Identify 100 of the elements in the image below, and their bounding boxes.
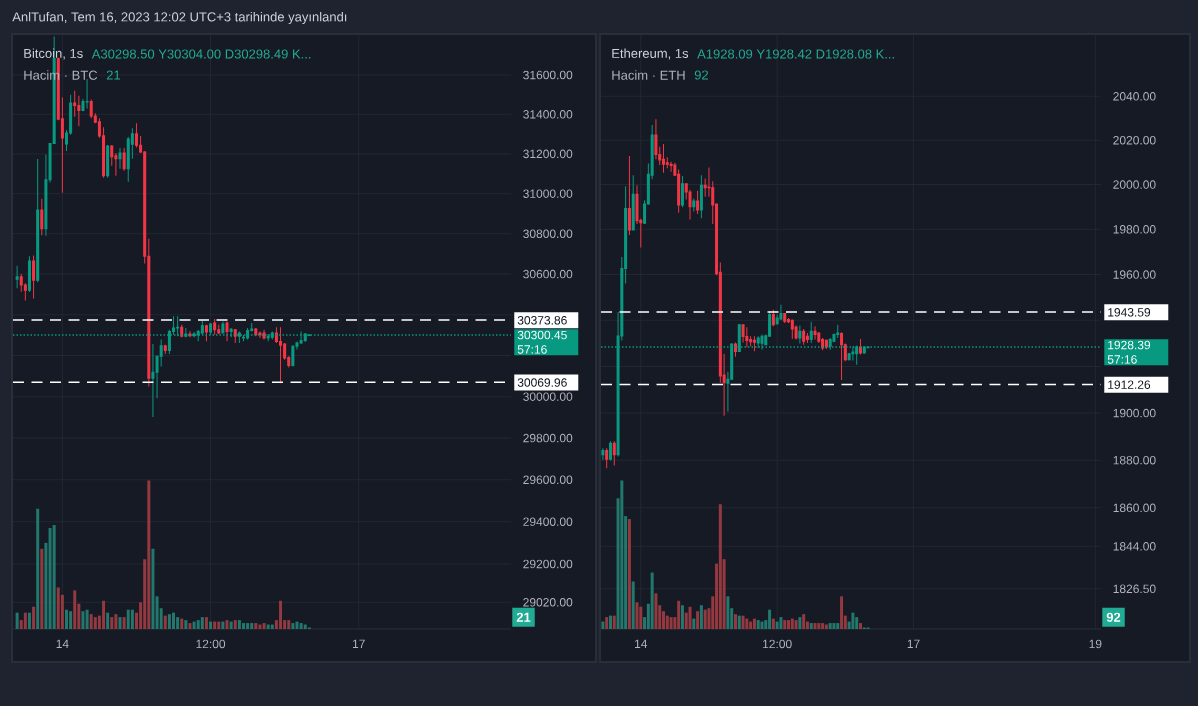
bar [669,617,673,629]
bar [828,623,832,629]
candlestick [783,312,787,324]
candlestick [840,331,844,381]
bar [696,611,700,629]
bar [677,600,681,629]
candlestick [627,155,631,236]
bar [855,617,859,629]
y-tick-label: 31400.00 [523,110,573,119]
bar [254,623,258,629]
bar [733,614,737,629]
bar [745,618,749,629]
y-tick-label: 2020.00 [1113,136,1156,145]
bar [851,612,855,629]
candlestick [669,161,673,173]
bar [266,624,270,629]
bar [15,612,19,629]
x-tick-label: 12:00 [763,639,792,649]
bar [703,609,707,629]
candlestick [802,328,806,346]
bar [654,593,658,629]
candlestick [779,304,783,321]
candlestick [612,440,616,466]
bar [246,623,250,629]
ref-line-label: 1943.59 [1108,308,1151,317]
bar [188,623,192,629]
text: AnlTufan, Tem 16, 2023 12:02 UTC+3 tarihinde yayınlandı [12,11,347,25]
candlestick [662,143,666,174]
bar [196,620,200,629]
bar [213,621,217,629]
bar [858,623,862,629]
y-tick-label: 1860.00 [1113,503,1156,513]
candlestick [605,447,609,469]
bar [836,623,840,629]
candlestick [680,175,684,208]
ref-line-label: 30069.96 [517,378,567,387]
bar [749,621,753,629]
bar [287,620,291,629]
bar [209,621,213,629]
y-tick-label: 2040.00 [1113,92,1156,101]
bar [233,620,237,629]
y-tick-label: 31000.00 [523,189,573,198]
candlestick [745,326,749,348]
bar [726,596,730,629]
y-tick-label: 1960.00 [1113,270,1156,279]
bar [221,621,225,629]
candlestick [692,197,696,213]
bar [790,618,794,629]
chart-title: Hacim · ETH [612,70,685,80]
y-tick-label: 29020.00 [523,598,573,607]
y-tick-label: 29200.00 [523,559,573,569]
y-tick-label: 31600.00 [523,70,573,80]
bar [241,623,245,629]
bar [771,618,775,629]
ref-line-label: 1928.39 57:16 [1107,340,1151,364]
bar [824,624,828,629]
ref-line-label: 30300.45 57:16 [517,330,567,354]
bar [821,623,825,629]
bar [817,623,821,629]
bar [802,614,806,629]
bar [295,621,299,629]
x-tick-label: 14 [56,639,69,648]
bar [775,621,779,629]
bar [650,572,654,629]
y-tick-label: 1880.00 [1113,455,1156,465]
bar [605,617,609,629]
x-tick-label: 19 [1089,639,1102,649]
candlestick [798,325,802,345]
y-tick-label: 1826.50 [1113,584,1156,594]
bar [270,624,274,629]
text: Ethereum, 1s [612,48,689,60]
x-tick-label: 17 [352,639,365,648]
bar [184,620,188,629]
x-tick-label: 14 [635,639,648,648]
bar [303,624,307,629]
bar [798,617,802,629]
bar [612,615,616,629]
candlestick [805,332,809,344]
bar [192,621,196,629]
bar [756,620,760,629]
candlestick [813,325,817,341]
bar [299,623,303,629]
bar [779,617,783,629]
bar [813,623,817,629]
candlestick [696,190,700,215]
y-tick-label: 29800.00 [523,433,573,443]
candlestick [809,321,813,344]
bar [752,618,756,629]
candlestick [741,324,745,344]
y-tick-label: 30600.00 [523,269,573,279]
bar [741,615,745,629]
bar [229,621,233,629]
bar [237,620,241,629]
bar [760,621,764,629]
candlestick [858,338,862,356]
bar [250,623,254,629]
y-tick-label: 30800.00 [523,229,573,239]
bar [794,620,798,629]
bar [832,623,836,629]
bar [737,615,741,629]
